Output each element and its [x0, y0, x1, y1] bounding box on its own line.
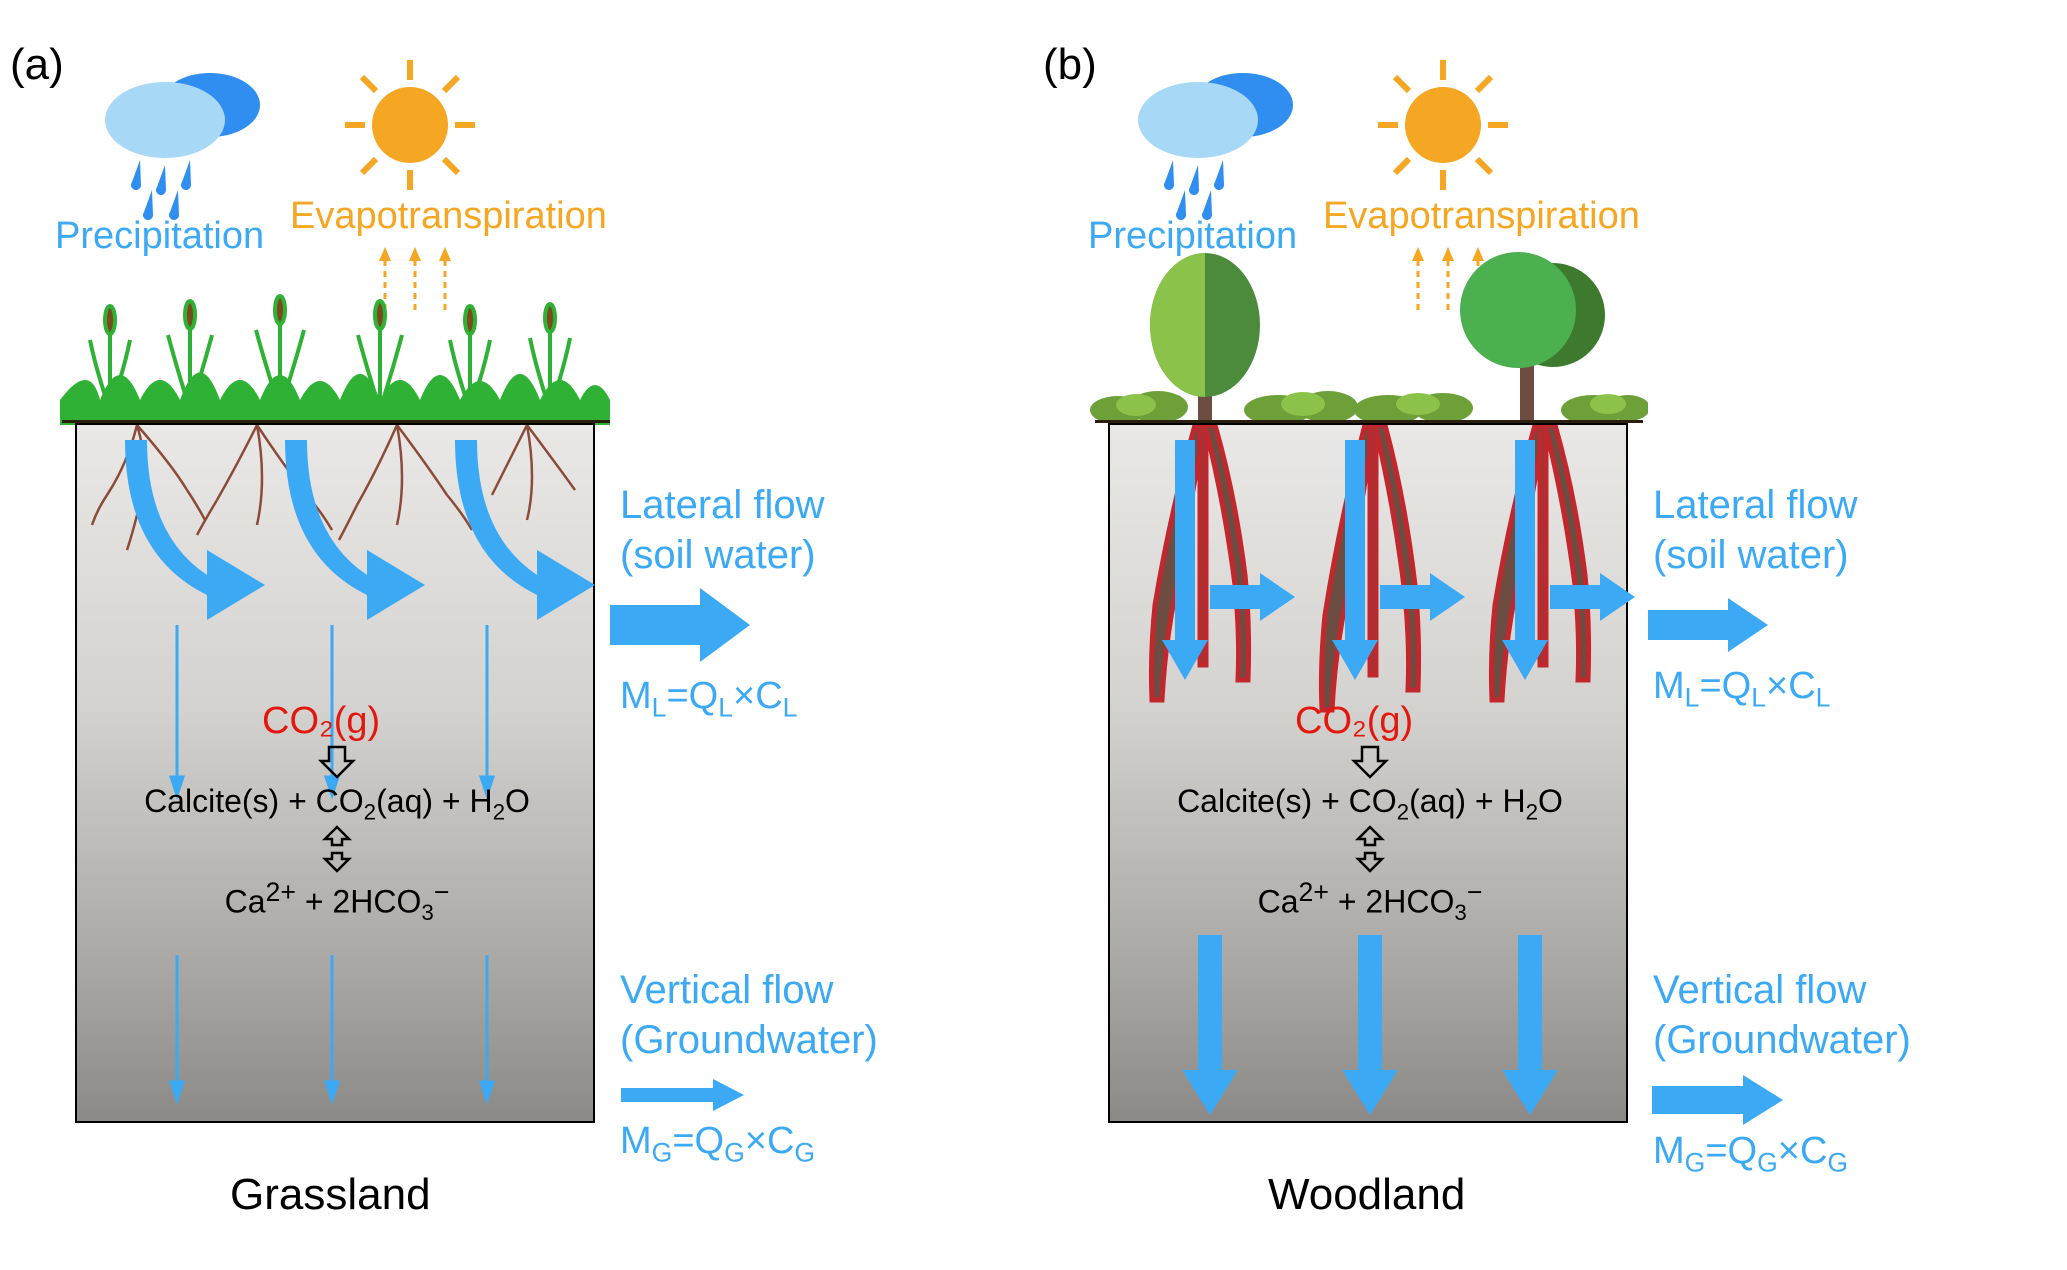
woodland-vegetation: [1088, 215, 1648, 425]
soil-box-a: CO₂(g) Calcite(s) + CO2(aq) + H2O Ca2+ +…: [75, 423, 595, 1123]
flow-arrows-b: [1110, 425, 1670, 1125]
double-arrow-a: [317, 825, 357, 873]
vertical-flow-label-b: Vertical flow (Groundwater): [1653, 965, 1911, 1065]
lateral-arrow-big-a: [605, 580, 755, 670]
precipitation-label-a: Precipitation: [55, 215, 264, 258]
down-arrow-small-a: [317, 745, 357, 780]
panel-a-label: (a): [10, 40, 64, 90]
vertical-eq-a: MG=QG×CG: [620, 1120, 815, 1169]
vertical-eq-b: MG=QG×CG: [1653, 1130, 1848, 1179]
vertical-arrow-medium-b: [1648, 1070, 1788, 1130]
co2-gas-b: CO₂(g): [1295, 700, 1413, 743]
sun-icon: [340, 55, 480, 195]
lateral-flow-label-a: Lateral flow (soil water): [620, 480, 825, 580]
sun-icon-b: [1373, 55, 1513, 195]
panel-b-label: (b): [1043, 40, 1097, 90]
cloud-icon: [90, 60, 270, 220]
grass-vegetation: [60, 290, 610, 425]
chem-eq1-b: Calcite(s) + CO2(aq) + H2O: [1130, 783, 1610, 825]
down-arrow-small-b: [1350, 745, 1390, 780]
soil-box-b: CO₂(g) Calcite(s) + CO2(aq) + H2O Ca2+ +…: [1108, 423, 1628, 1123]
cloud-icon-b: [1123, 60, 1303, 220]
lateral-eq-b: ML=QL×CL: [1653, 665, 1830, 714]
lateral-arrow-medium-b: [1643, 590, 1773, 660]
caption-a: Grassland: [230, 1170, 431, 1220]
panel-grassland: (a) Precipitation Evapotranspiration: [0, 0, 1000, 1270]
lateral-flow-label-b: Lateral flow (soil water): [1653, 480, 1858, 580]
chem-eq2-a: Ca2+ + 2HCO3−: [197, 877, 477, 926]
co2-gas-a: CO₂(g): [262, 700, 380, 743]
lateral-eq-a: ML=QL×CL: [620, 675, 797, 724]
chem-eq2-b: Ca2+ + 2HCO3−: [1230, 877, 1510, 926]
chem-eq1-a: Calcite(s) + CO2(aq) + H2O: [97, 783, 577, 825]
panel-woodland: (b) Precipitation Evapotranspiration: [1033, 0, 2033, 1270]
double-arrow-b: [1350, 825, 1390, 873]
vertical-arrow-small-a: [618, 1075, 748, 1115]
caption-b: Woodland: [1268, 1170, 1465, 1220]
evapotranspiration-label-a: Evapotranspiration: [290, 195, 607, 238]
vertical-flow-label-a: Vertical flow (Groundwater): [620, 965, 878, 1065]
